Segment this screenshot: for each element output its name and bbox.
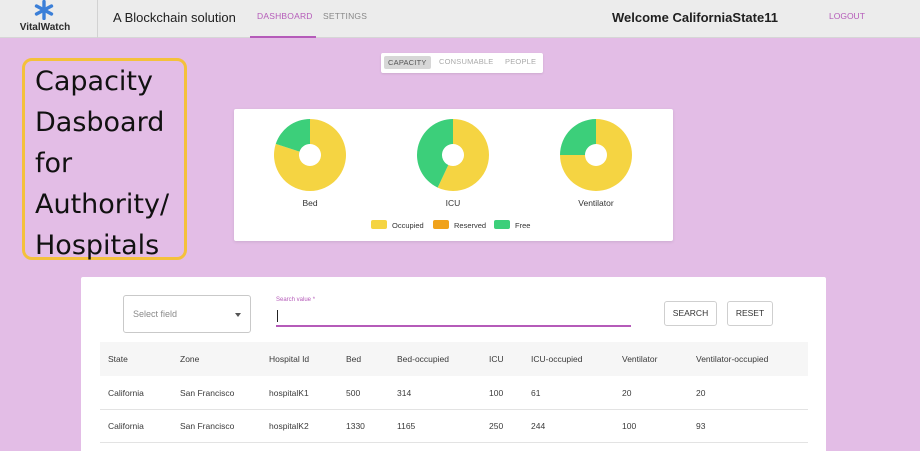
tab-dashboard[interactable]: DASHBOARD: [257, 11, 313, 21]
top-bar: VitalWatch A Blockchain solution DASHBOA…: [0, 0, 920, 38]
legend-reserved: Reserved: [454, 221, 487, 230]
ventilator-free-slice: [560, 119, 596, 155]
search-button[interactable]: SEARCH: [664, 301, 717, 326]
view-switcher: CAPACITY CONSUMABLE PEOPLE: [381, 53, 543, 73]
field-select[interactable]: Select field: [123, 295, 251, 333]
table-cell: 244: [531, 421, 546, 431]
table-cell: hospitalK2: [269, 421, 309, 431]
segment-consumable[interactable]: CONSUMABLE: [439, 57, 494, 66]
column-header[interactable]: Bed: [346, 354, 362, 364]
tab-settings[interactable]: SETTINGS: [323, 11, 368, 21]
app-logo[interactable]: VitalWatch: [0, 0, 98, 38]
table-row[interactable]: California San Francisco hospitalK2 1330…: [100, 410, 808, 443]
field-select-placeholder: Select field: [133, 309, 178, 319]
annotation-line: Authority/: [35, 189, 170, 220]
ventilator-donut-chart: [560, 119, 632, 191]
active-tab-indicator: [250, 36, 316, 38]
search-input[interactable]: [277, 310, 278, 322]
icu-occupied-slice: [437, 119, 489, 191]
table-cell: California: [108, 421, 144, 431]
icu-free-slice: [417, 119, 453, 188]
column-header[interactable]: ICU: [489, 354, 504, 364]
legend-occupied: Occupied: [392, 221, 424, 230]
table-row[interactable]: California San Francisco hospitalK1 500 …: [100, 377, 808, 410]
table-header: State Zone Hospital Id Bed Bed-occupied …: [100, 342, 808, 376]
annotation-line: Capacity: [35, 66, 153, 97]
table-cell: 100: [622, 421, 637, 431]
hospital-table-panel: Select field Search value * SEARCH RESET…: [81, 277, 826, 451]
table-cell: 20: [622, 388, 632, 398]
table-cell: 1330: [346, 421, 365, 431]
column-header[interactable]: Zone: [180, 354, 200, 364]
ventilator-occupied-slice: [560, 119, 632, 191]
table-cell: 61: [531, 388, 541, 398]
bed-occupied-slice: [274, 119, 346, 191]
table-cell: 20: [696, 388, 706, 398]
table-cell: 250: [489, 421, 504, 431]
bed-donut-chart: [274, 119, 346, 191]
search-input-underline: [276, 325, 631, 327]
table-cell: San Francisco: [180, 388, 235, 398]
table-cell: San Francisco: [180, 421, 235, 431]
column-header[interactable]: ICU-occupied: [531, 354, 583, 364]
bed-chart-label: Bed: [302, 198, 318, 208]
table-cell: hospitalK1: [269, 388, 309, 398]
welcome-text: Welcome CaliforniaState11: [612, 10, 778, 25]
legend-swatch-free: [494, 220, 510, 229]
table-cell: 314: [397, 388, 412, 398]
annotation-line: Hospitals: [35, 230, 160, 261]
table-cell: 500: [346, 388, 361, 398]
table-cell: 93: [696, 421, 706, 431]
legend-swatch-reserved: [433, 220, 449, 229]
segment-capacity[interactable]: CAPACITY: [384, 56, 431, 69]
column-header[interactable]: State: [108, 354, 128, 364]
segment-people[interactable]: PEOPLE: [505, 57, 537, 66]
icu-chart-label: ICU: [445, 198, 461, 208]
ventilator-chart-label: Ventilator: [578, 198, 614, 208]
reset-button[interactable]: RESET: [727, 301, 773, 326]
annotation-line: for: [35, 148, 73, 179]
column-header[interactable]: Hospital Id: [269, 354, 310, 364]
table-cell: 1165: [397, 421, 416, 431]
asterisk-logo-icon: [34, 0, 54, 20]
bed-free-slice: [275, 119, 310, 152]
search-value-label: Search value *: [276, 297, 316, 303]
annotation-callout: Capacity Dasboard for Authority/ Hospita…: [22, 58, 187, 261]
table-cell: California: [108, 388, 144, 398]
legend-free: Free: [515, 221, 531, 230]
table-cell: 100: [489, 388, 504, 398]
column-header[interactable]: Ventilator: [622, 354, 658, 364]
app-subtitle: A Blockchain solution: [113, 10, 236, 25]
icu-donut-chart: [417, 119, 489, 191]
capacity-chart-card: Bed ICU Ventilator Occupied Reserved Fre…: [234, 109, 673, 241]
logout-button[interactable]: LOGOUT: [829, 11, 865, 21]
annotation-line: Dasboard: [35, 107, 165, 138]
legend-swatch-occupied: [371, 220, 387, 229]
column-header[interactable]: Ventilator-occupied: [696, 354, 769, 364]
chevron-down-icon: [235, 313, 241, 317]
logo-text: VitalWatch: [19, 22, 71, 33]
column-header[interactable]: Bed-occupied: [397, 354, 449, 364]
